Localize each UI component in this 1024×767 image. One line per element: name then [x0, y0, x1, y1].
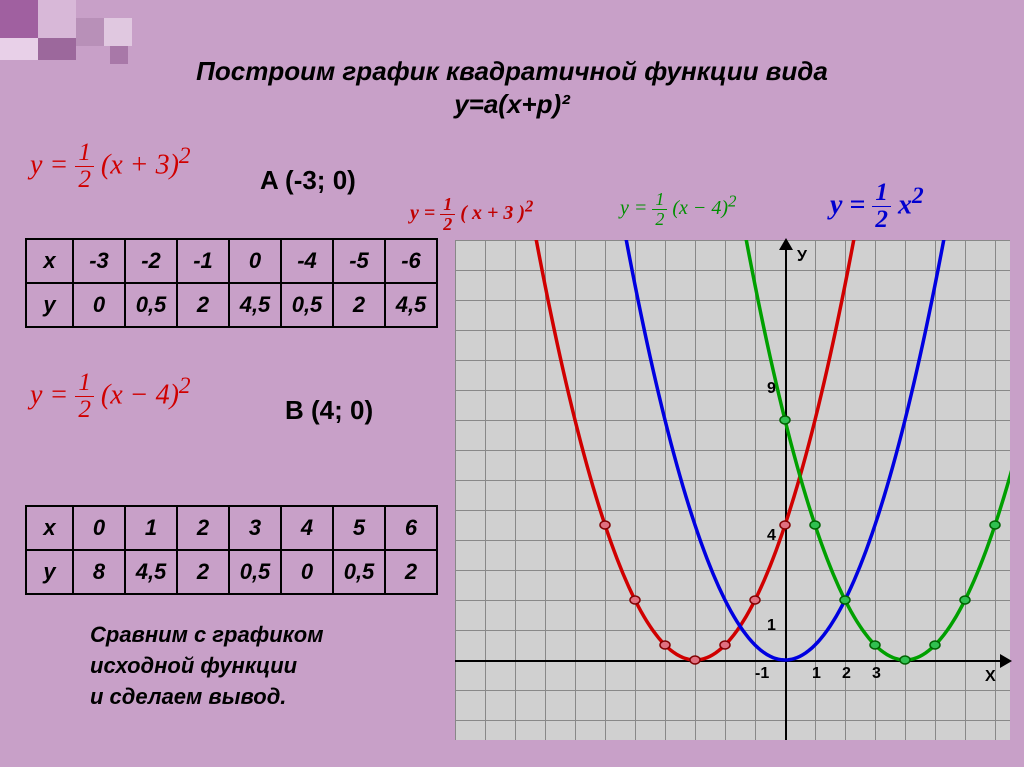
table-row: y 8 4,5 2 0,5 0 0,5 2 — [26, 550, 437, 594]
axis-tick-label: -1 — [755, 665, 769, 683]
equation-blue: y = 12 x2 — [830, 180, 924, 234]
row-label: y — [26, 283, 73, 327]
row-label: x — [26, 506, 73, 550]
decorative-corner — [0, 0, 180, 70]
table-row: y 0 0,5 2 4,5 0,5 2 4,5 — [26, 283, 437, 327]
title-line1: Построим график квадратичной функции вид… — [196, 56, 828, 86]
x-axis-label: Х — [985, 668, 996, 686]
title-line2: у=а(х+p)² — [454, 89, 570, 119]
axis-tick-label: 4 — [767, 527, 776, 545]
chart-area: -1 1 2 3 1 4 9 У Х — [455, 240, 1010, 740]
point-a: A (-3; 0) — [260, 165, 356, 196]
table-row: x 0 1 2 3 4 5 6 — [26, 506, 437, 550]
table-row: x -3 -2 -1 0 -4 -5 -6 — [26, 239, 437, 283]
equation-green: y = 12 (x − 4)2 — [620, 190, 736, 229]
formula-2: y = 12 (x − 4)2 — [30, 370, 191, 424]
formula-1: y = 12 (x + 3)2 — [30, 140, 191, 194]
row-label: x — [26, 239, 73, 283]
equation-red: y = 12 ( x + 3 )2 — [410, 195, 533, 234]
y-axis-label: У — [797, 248, 807, 266]
footer-text: Сравним с графиком исходной функции и сд… — [90, 620, 324, 712]
axis-tick-label: 1 — [767, 617, 776, 635]
point-b: B (4; 0) — [285, 395, 373, 426]
table-1: x -3 -2 -1 0 -4 -5 -6 y 0 0,5 2 4,5 0,5 … — [25, 238, 438, 328]
axis-tick-label: 3 — [872, 665, 881, 683]
axis-tick-label: 9 — [767, 380, 776, 398]
table-2: x 0 1 2 3 4 5 6 y 8 4,5 2 0,5 0 0,5 2 — [25, 505, 438, 595]
chart-svg — [455, 240, 1010, 740]
axis-tick-label: 1 — [812, 665, 821, 683]
row-label: y — [26, 550, 73, 594]
axis-tick-label: 2 — [842, 665, 851, 683]
